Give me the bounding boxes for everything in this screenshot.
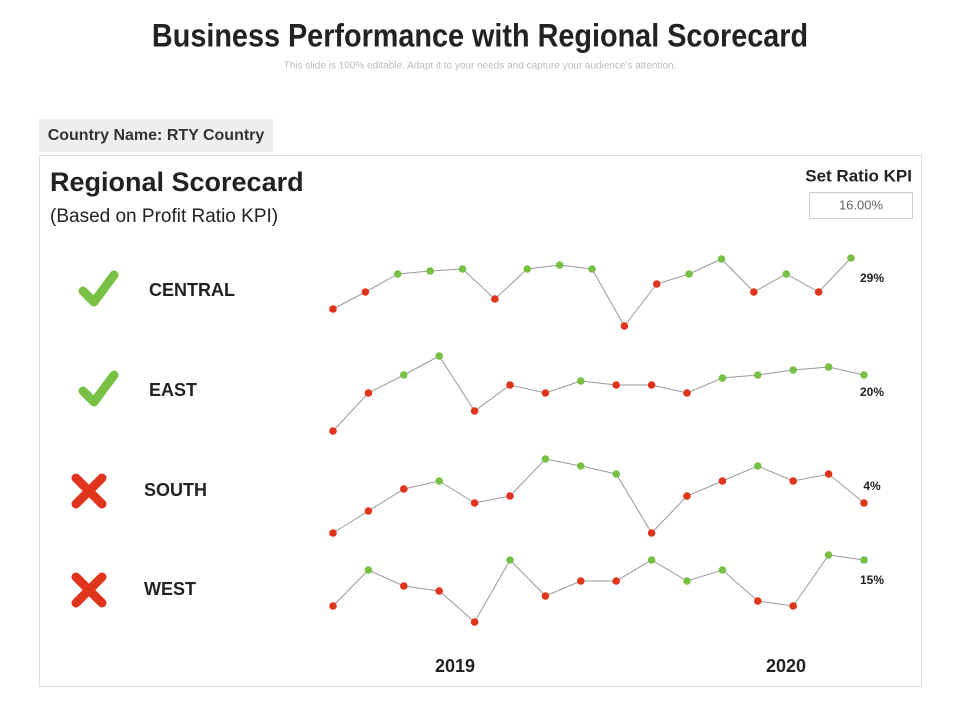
point (860, 556, 868, 564)
point (400, 371, 408, 379)
point (393, 270, 402, 278)
point (860, 499, 868, 507)
point (506, 381, 514, 389)
point (364, 389, 373, 397)
point (824, 551, 833, 559)
point (782, 270, 791, 278)
point (652, 280, 661, 288)
point (555, 261, 564, 269)
point (426, 267, 434, 275)
point (361, 288, 370, 296)
point (860, 371, 868, 379)
title: Business Performance with Regional Score… (152, 18, 808, 54)
point (754, 597, 762, 605)
point (718, 477, 727, 485)
point (750, 288, 758, 296)
kpi-label: Set Ratio KPI (805, 166, 912, 185)
region-name: SOUTH (144, 480, 207, 500)
point (491, 295, 499, 303)
point (683, 492, 691, 500)
point (329, 427, 337, 435)
point (577, 377, 585, 385)
point (400, 485, 408, 493)
last-label: 15% (860, 573, 884, 587)
point (789, 602, 797, 610)
point (364, 566, 373, 574)
point (647, 381, 656, 389)
point (329, 529, 337, 537)
check-icon (78, 370, 119, 407)
point (685, 270, 693, 278)
point (683, 577, 691, 585)
sparkline (332, 458, 865, 534)
point (577, 462, 585, 470)
point (647, 556, 656, 564)
subtitle: This slide is 100% editable. Adapt it to… (284, 61, 677, 72)
point (541, 389, 550, 397)
point (541, 592, 550, 600)
point (588, 265, 596, 273)
check-icon (78, 270, 119, 307)
point (470, 407, 479, 415)
last-label: 29% (860, 271, 884, 285)
country-box (39, 119, 273, 152)
point (754, 462, 762, 470)
point (717, 255, 726, 263)
point (814, 288, 823, 296)
card (39, 155, 922, 687)
sparkline (332, 554, 865, 623)
point (435, 587, 444, 595)
sparkline (332, 355, 865, 432)
point (470, 618, 479, 626)
point (329, 305, 337, 313)
point (577, 577, 585, 585)
point (400, 582, 408, 590)
region-name: CENTRAL (149, 280, 235, 300)
last-label: 4% (863, 479, 881, 493)
region-name: EAST (149, 380, 197, 400)
point (612, 381, 620, 389)
point (364, 507, 373, 515)
point (612, 577, 620, 585)
kpi-box (809, 192, 913, 219)
point (789, 477, 797, 485)
point (824, 470, 833, 478)
point (754, 371, 762, 379)
point (824, 363, 833, 371)
point (620, 322, 629, 330)
point (647, 529, 656, 537)
point (718, 566, 727, 574)
kpi-value: 16.00% (839, 197, 884, 212)
region-name: WEST (144, 579, 196, 599)
x-label: 2020 (766, 656, 806, 676)
point (470, 499, 479, 507)
point (523, 265, 532, 273)
last-label: 20% (860, 385, 884, 399)
point (435, 477, 444, 485)
card-subtitle: (Based on Profit Ratio KPI) (50, 206, 278, 227)
point (789, 366, 797, 374)
point (506, 492, 514, 500)
point (435, 352, 444, 360)
point (506, 556, 514, 564)
card-title: Regional Scorecard (50, 167, 304, 197)
point (329, 602, 337, 610)
point (612, 470, 620, 478)
point (718, 374, 727, 382)
country-label: Country Name: RTY Country (48, 127, 265, 144)
x-label: 2019 (435, 656, 475, 676)
cross-icon (71, 473, 107, 509)
point (458, 265, 467, 273)
point (683, 389, 691, 397)
point (847, 254, 855, 262)
point (541, 455, 550, 463)
cross-icon (71, 572, 107, 608)
